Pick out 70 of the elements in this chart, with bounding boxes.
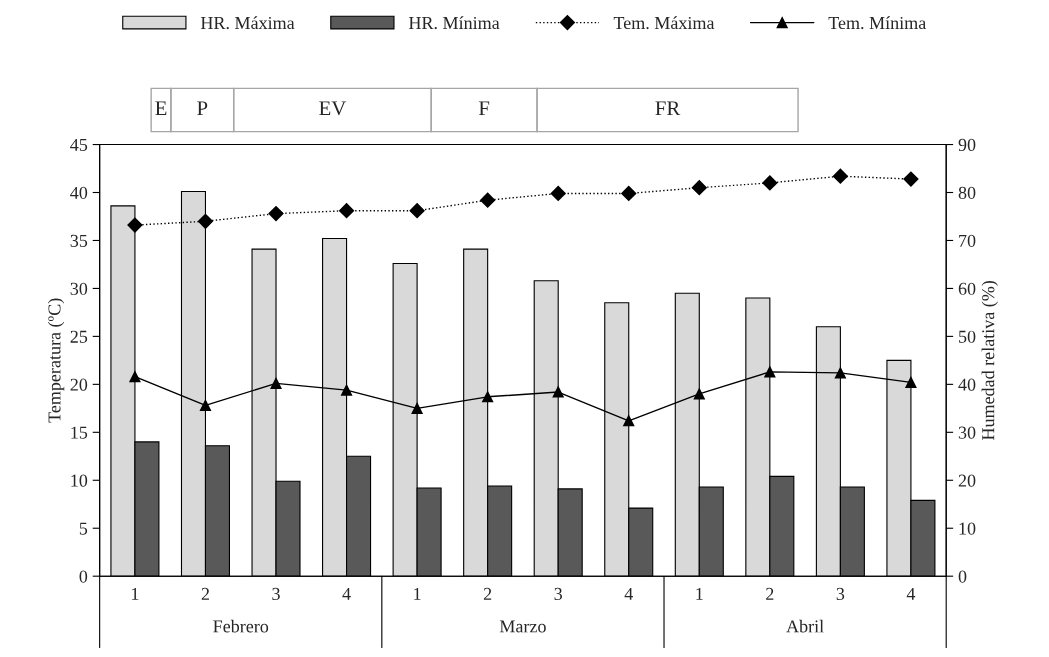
x-tick-label: 4 [906,587,916,600]
x-tick-label: 1 [696,587,703,600]
legend-label: Tem. Mínima [828,16,927,30]
text: FR [655,101,681,116]
y-tick-label: 30 [70,282,88,295]
text: P [197,101,208,116]
point [409,203,425,219]
point [834,367,846,379]
y2-tick-label: 60 [958,282,976,295]
point [903,171,919,187]
y-tick-label: 25 [70,330,88,343]
point [550,185,566,202]
point [552,386,564,398]
point [693,388,705,400]
x-tick-label: 3 [272,587,280,601]
point [764,366,776,378]
x-tick-label: 2 [766,587,774,600]
y2-tick-label: 70 [959,234,976,247]
x-tick-label: 3 [554,587,563,601]
x-tick-label: 2 [483,587,492,600]
y-tick-label: 0 [79,570,88,583]
text: E [155,101,167,116]
y2-tick-label: 10 [959,522,976,535]
y-tick-label: 15 [71,426,88,439]
x-tick-label: 3 [836,587,845,601]
x-tick-label: 4 [342,587,351,600]
point [129,371,141,383]
y-tick-label: 35 [70,234,88,247]
legend-label: HR. Máxima [200,16,295,30]
legend-label: HR. Mínima [408,16,500,30]
x-tick-label: 4 [624,587,633,600]
x-tick-label: 2 [201,587,209,600]
y2-tick-label: 50 [959,330,976,343]
point [270,377,282,389]
point [762,175,778,191]
point [905,376,917,388]
y-tick-label: 20 [70,378,88,391]
point [197,213,214,229]
legend-label: Tem. Máxima [613,16,715,30]
y-tick-label: 45 [70,138,88,151]
point [411,402,423,414]
point [623,415,635,427]
point [832,168,848,184]
text: Marzo [499,620,546,633]
y-tick-label: 10 [71,474,88,487]
point [268,206,284,222]
y-axis-title: Temperatura (ºC) [47,298,65,423]
y-tick-label: 40 [70,186,88,199]
y2-axis-title: Humedad relativa (%) [981,280,998,441]
x-tick-label: 1 [414,587,421,600]
text: Febrero [213,619,269,633]
point [341,384,353,396]
y2-tick-label: 80 [958,186,976,199]
text: Abril [786,619,824,633]
y2-tick-label: 40 [958,378,976,391]
point [199,399,212,412]
point [691,180,707,196]
y2-tick-label: 0 [958,570,967,583]
y2-tick-label: 30 [958,426,976,439]
point [621,185,637,202]
point [482,391,494,403]
text: F [478,101,490,116]
point [127,217,143,233]
y2-tick-label: 90 [958,138,976,151]
y2-tick-label: 20 [958,474,976,487]
point [338,203,355,219]
x-tick-label: 1 [132,587,139,600]
text: EV [319,101,347,116]
point [480,192,496,208]
y-tick-label: 5 [79,522,88,535]
